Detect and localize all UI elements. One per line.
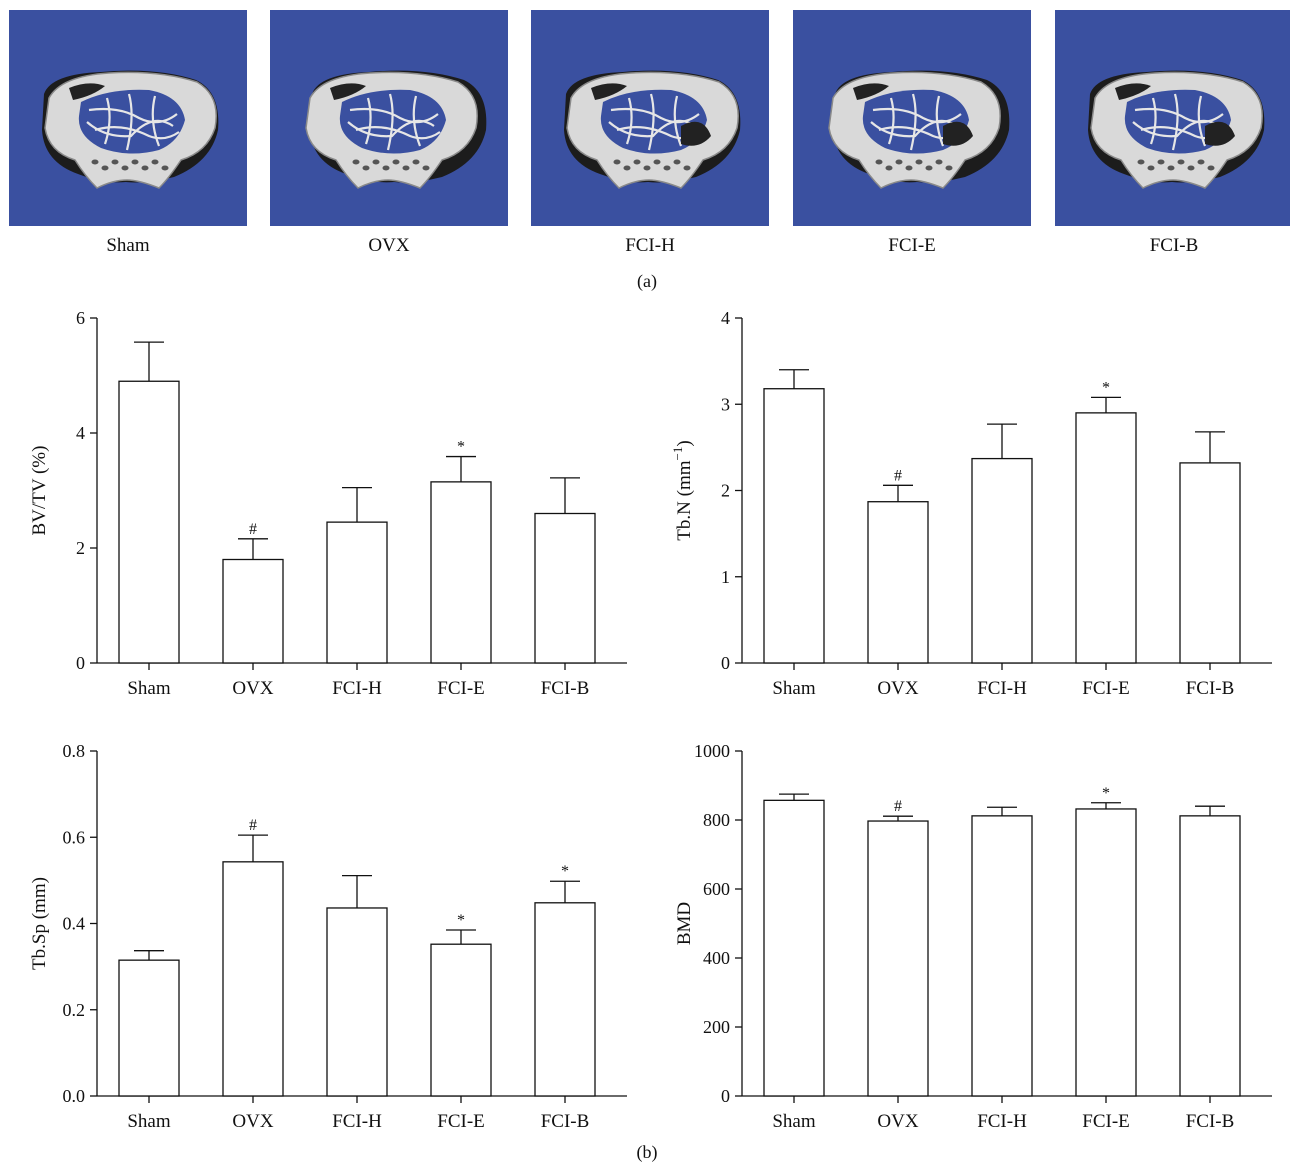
image-label-sham: Sham	[106, 235, 150, 256]
x-tick-label: FCI-B	[541, 1111, 590, 1132]
y-tick-label: 2	[76, 538, 85, 558]
y-tick-label: 0	[76, 653, 85, 673]
x-tick-label: FCI-E	[1082, 678, 1130, 699]
y-tick-label: 0	[721, 653, 730, 673]
x-tick-label: FCI-E	[437, 678, 485, 699]
bar-sham	[763, 799, 825, 1097]
significance-marker: *	[1102, 785, 1110, 802]
y-axis-label: BMD	[674, 902, 695, 945]
significance-marker: #	[894, 798, 902, 815]
image-label-fci-h: FCI-H	[625, 235, 675, 256]
vertebra-section	[828, 70, 1010, 189]
bar-fci-h	[326, 521, 388, 664]
image-label-ovx: OVX	[368, 235, 410, 256]
bar-ovx	[222, 558, 284, 664]
y-tick-label: 4	[76, 423, 85, 443]
ct-scan-graphic	[9, 10, 247, 226]
x-tick-label: OVX	[877, 678, 918, 699]
ct-scan-graphic	[793, 10, 1031, 226]
y-tick-label: 200	[703, 1017, 730, 1037]
y-tick-label: 1000	[694, 741, 730, 761]
bar-fci-e	[1075, 412, 1137, 664]
panel-b-label: (b)	[636, 1142, 658, 1162]
bar-fci-h	[971, 815, 1033, 1097]
ct-image-sham	[9, 10, 247, 226]
x-tick-label: FCI-B	[541, 678, 590, 699]
significance-marker: #	[249, 817, 257, 834]
bar-sham	[763, 388, 825, 664]
x-tick-label: OVX	[232, 678, 273, 699]
ct-scan-graphic	[1055, 10, 1290, 226]
bar-fci-b	[1179, 815, 1241, 1097]
significance-marker: *	[561, 863, 569, 880]
vertebra-section	[564, 70, 741, 189]
x-tick-label: Sham	[127, 1111, 171, 1132]
ct-image-fci-b	[1055, 10, 1290, 226]
ct-image-ovx	[270, 10, 508, 226]
x-tick-label: FCI-H	[977, 678, 1027, 699]
ct-image-fci-e	[793, 10, 1031, 226]
chart-bv-tv: 0 2 4 6 BV/TV (%) Sham # OVX FCI-H * FCI-E FCI-B	[0, 295, 645, 725]
x-tick-label: Sham	[772, 678, 816, 699]
bar-ovx	[867, 820, 929, 1097]
ct-image-fci-h	[531, 10, 769, 226]
significance-marker: #	[249, 521, 257, 538]
image-label-fci-b: FCI-B	[1149, 235, 1199, 256]
y-tick-label: 0.2	[63, 1000, 86, 1020]
bar-fci-h	[971, 457, 1033, 664]
bar-sham	[118, 380, 180, 664]
x-tick-label: FCI-B	[1186, 1111, 1235, 1132]
vertebra-section	[1088, 70, 1265, 189]
significance-marker: *	[1102, 379, 1110, 396]
bar-fci-e	[430, 481, 492, 664]
x-tick-label: OVX	[877, 1111, 918, 1132]
y-tick-label: 0.8	[63, 741, 86, 761]
y-tick-label: 800	[703, 810, 730, 830]
y-tick-label: 6	[76, 308, 85, 328]
significance-marker: #	[894, 467, 902, 484]
x-tick-label: FCI-H	[332, 678, 382, 699]
bar-sham	[118, 959, 180, 1097]
ct-scan-graphic	[270, 10, 508, 226]
bar-fci-e	[1075, 808, 1137, 1097]
y-tick-label: 1	[721, 567, 730, 587]
bar-fci-b	[1179, 462, 1241, 664]
y-tick-label: 0	[721, 1086, 730, 1106]
x-tick-label: FCI-E	[437, 1111, 485, 1132]
y-tick-label: 2	[721, 481, 730, 501]
chart-tb-n: 0 1 2 3 4 Tb.N (mm−1) Sham # OVX FCI-H * FCI-E FCI-B	[645, 295, 1290, 725]
bar-ovx	[867, 501, 929, 664]
image-label-fci-e: FCI-E	[888, 235, 936, 256]
y-axis-label: Tb.Sp (mm)	[29, 877, 50, 970]
significance-marker: *	[457, 912, 465, 929]
vertebra-section	[305, 70, 487, 189]
bar-fci-e	[430, 943, 492, 1097]
chart-bmd: 0 200 400 600 800 1000 BMD Sham # OVX FCI-H * FCI-E F…	[645, 728, 1290, 1158]
panel-a-label: (a)	[637, 271, 657, 291]
x-tick-label: FCI-H	[977, 1111, 1027, 1132]
y-tick-label: 400	[703, 948, 730, 968]
x-tick-label: Sham	[127, 678, 171, 699]
significance-marker: *	[457, 439, 465, 456]
y-axis-label: BV/TV (%)	[29, 446, 50, 536]
y-tick-label: 4	[721, 308, 730, 328]
x-tick-label: FCI-B	[1186, 678, 1235, 699]
x-tick-label: FCI-H	[332, 1111, 382, 1132]
y-tick-label: 3	[721, 394, 730, 414]
vertebra-section	[42, 70, 219, 189]
y-tick-label: 0.6	[63, 827, 86, 847]
x-tick-label: FCI-E	[1082, 1111, 1130, 1132]
x-tick-label: Sham	[772, 1111, 816, 1132]
bar-fci-b	[534, 512, 596, 664]
y-tick-label: 600	[703, 879, 730, 899]
y-tick-label: 0.4	[63, 914, 86, 934]
x-tick-label: OVX	[232, 1111, 273, 1132]
ct-scan-graphic	[531, 10, 769, 226]
y-axis-label: Tb.N (mm−1)	[670, 440, 695, 540]
chart-tb-sp: 0.0 0.2 0.4 0.6 0.8 Tb.Sp (mm) Sham # OVX FCI-H * F…	[0, 728, 645, 1158]
bar-fci-h	[326, 907, 388, 1097]
bar-fci-b	[534, 902, 596, 1097]
bar-ovx	[222, 861, 284, 1097]
y-tick-label: 0.0	[63, 1086, 86, 1106]
